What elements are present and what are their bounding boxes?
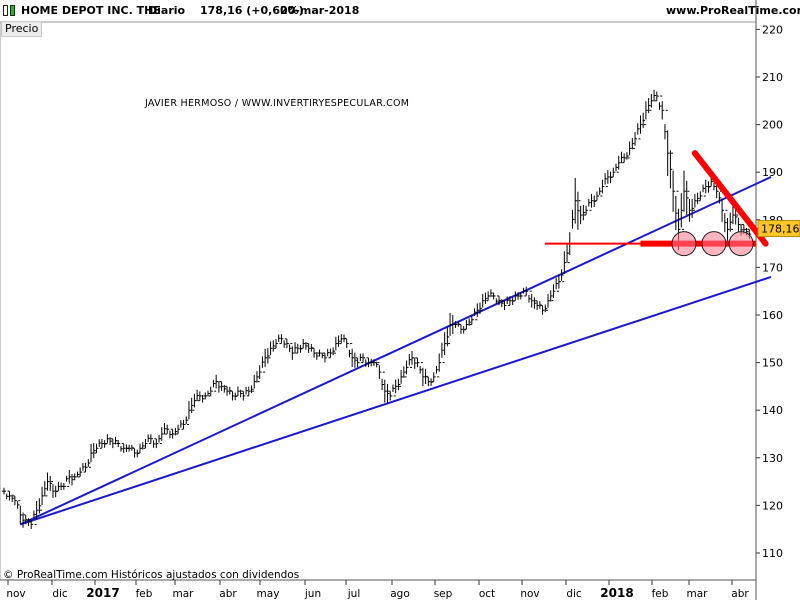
instrument-title: HOME DEPOT INC. THE <box>21 4 161 17</box>
y-tick-label: 220 <box>762 23 783 36</box>
x-tick-label: dic <box>52 588 68 600</box>
period-label: Diario <box>148 4 186 17</box>
y-tick-label: 150 <box>762 357 783 370</box>
price-panel-label: Precio <box>1 21 43 37</box>
candle-up-icon <box>3 5 8 16</box>
x-tick-label: mar <box>173 588 195 600</box>
x-tick-label: feb <box>136 588 153 600</box>
y-tick-label: 210 <box>762 71 783 84</box>
y-tick-label: 160 <box>762 309 783 322</box>
watermark-text: JAVIER HERMOSO / WWW.INVERTIRYESPECULAR.… <box>144 98 409 109</box>
y-tick-label: 170 <box>762 261 783 274</box>
axes: 110120130140150160170180190200210220novd… <box>0 0 783 600</box>
y-tick-label: 140 <box>762 404 783 417</box>
x-tick-label: abr <box>219 588 237 600</box>
x-tick-label: nov <box>6 588 25 600</box>
support-circle <box>671 231 697 257</box>
annotations: 178,16 <box>545 150 800 257</box>
x-tick-label: mar <box>687 588 709 600</box>
y-tick-label: 200 <box>762 119 783 132</box>
date-label: 20-mar-2018 <box>280 4 360 17</box>
last-price-badge <box>757 220 800 238</box>
trendline <box>19 176 772 526</box>
x-tick-label: jul <box>347 588 361 600</box>
x-tick-label: nov <box>520 588 539 600</box>
price-bars <box>2 89 752 530</box>
y-tick-label: 130 <box>762 452 783 465</box>
site-label: www.ProRealTime.com <box>666 4 800 17</box>
x-tick-label: 2017 <box>86 586 119 600</box>
x-tick-label: oct <box>479 588 495 600</box>
footer-text: © ProRealTime.com Históricos ajustados c… <box>3 569 299 581</box>
x-tick-label: feb <box>652 588 669 600</box>
chart-header: HOME DEPOT INC. THE Diario 178,16 (+0,60… <box>0 0 800 22</box>
candle-green-icon <box>10 5 15 16</box>
triangle-side-line <box>691 150 769 247</box>
support-circle <box>701 231 727 257</box>
x-tick-label: may <box>257 588 280 600</box>
support-circle <box>728 231 754 257</box>
x-tick-label: jun <box>304 588 321 600</box>
y-tick-label: 120 <box>762 499 783 512</box>
quote-label: 178,16 (+0,60%) <box>200 4 304 17</box>
x-tick-label: ago <box>390 588 410 600</box>
x-tick-label: dic <box>566 588 582 600</box>
last-price-label: 178,16 <box>761 223 800 236</box>
trendline <box>20 275 772 526</box>
trendlines <box>19 176 772 526</box>
x-tick-label: sep <box>434 588 453 600</box>
y-tick-label: 110 <box>762 547 783 560</box>
x-tick-label: 2018 <box>600 586 633 600</box>
x-tick-label: abr <box>731 588 749 600</box>
y-tick-label: 190 <box>762 166 783 179</box>
